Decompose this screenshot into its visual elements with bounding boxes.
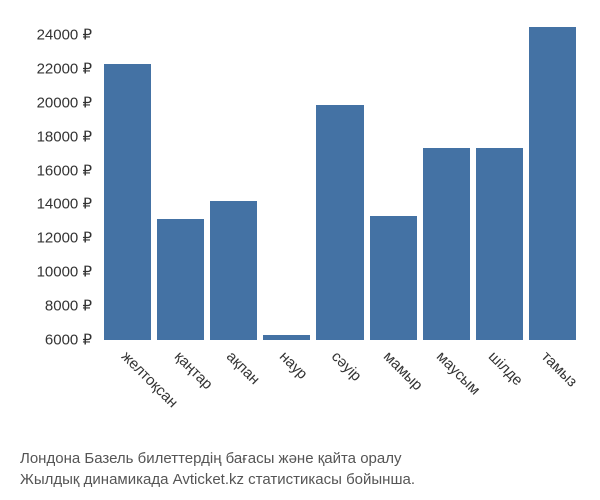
caption-line: Жылдық динамикада Avticket.kz статистика… <box>20 469 580 490</box>
x-label: тамыз <box>538 348 580 390</box>
y-tick: 16000 ₽ <box>37 163 92 178</box>
x-label: ақпан <box>223 348 263 388</box>
x-label: шілде <box>485 348 526 389</box>
bar <box>476 148 523 340</box>
y-tick: 10000 ₽ <box>37 265 92 280</box>
y-tick: 20000 ₽ <box>37 95 92 110</box>
y-tick: 6000 ₽ <box>45 332 92 347</box>
y-tick: 24000 ₽ <box>37 28 92 43</box>
x-label-slot: ақпан <box>209 340 261 400</box>
chart-caption: Лондона Базель билеттердің бағасы және қ… <box>20 448 580 490</box>
y-tick: 14000 ₽ <box>37 197 92 212</box>
x-axis: желтоқсанқаңтар ақпан наур сәуірмамырмаусым… <box>100 340 580 400</box>
x-label-slot: мамыр <box>366 340 418 400</box>
bar <box>104 64 151 340</box>
bar <box>423 148 470 340</box>
y-tick: 8000 ₽ <box>45 299 92 314</box>
bar <box>157 219 204 340</box>
x-label-slot: тамыз <box>524 340 576 400</box>
y-tick: 18000 ₽ <box>37 129 92 144</box>
x-label: наур <box>276 348 311 383</box>
bar <box>210 201 257 340</box>
x-label-slot: сәуір <box>314 340 366 400</box>
x-label-slot: наур <box>261 340 313 400</box>
x-label: сәуір <box>328 348 365 385</box>
bar <box>370 216 417 340</box>
plot-area <box>100 20 580 340</box>
x-label-slot: шілде <box>471 340 523 400</box>
x-label-slot: қаңтар <box>156 340 208 400</box>
bar <box>316 105 363 340</box>
bar <box>529 27 576 340</box>
caption-line: Лондона Базель билеттердің бағасы және қ… <box>20 448 580 469</box>
bar-chart: 24000 ₽ 22000 ₽ 20000 ₽ 18000 ₽ 16000 ₽ … <box>20 20 580 400</box>
y-tick: 12000 ₽ <box>37 231 92 246</box>
x-label-slot: желтоқсан <box>104 340 156 400</box>
y-tick: 22000 ₽ <box>37 61 92 76</box>
y-axis: 24000 ₽ 22000 ₽ 20000 ₽ 18000 ₽ 16000 ₽ … <box>20 20 100 340</box>
x-label-slot: маусым <box>419 340 471 400</box>
